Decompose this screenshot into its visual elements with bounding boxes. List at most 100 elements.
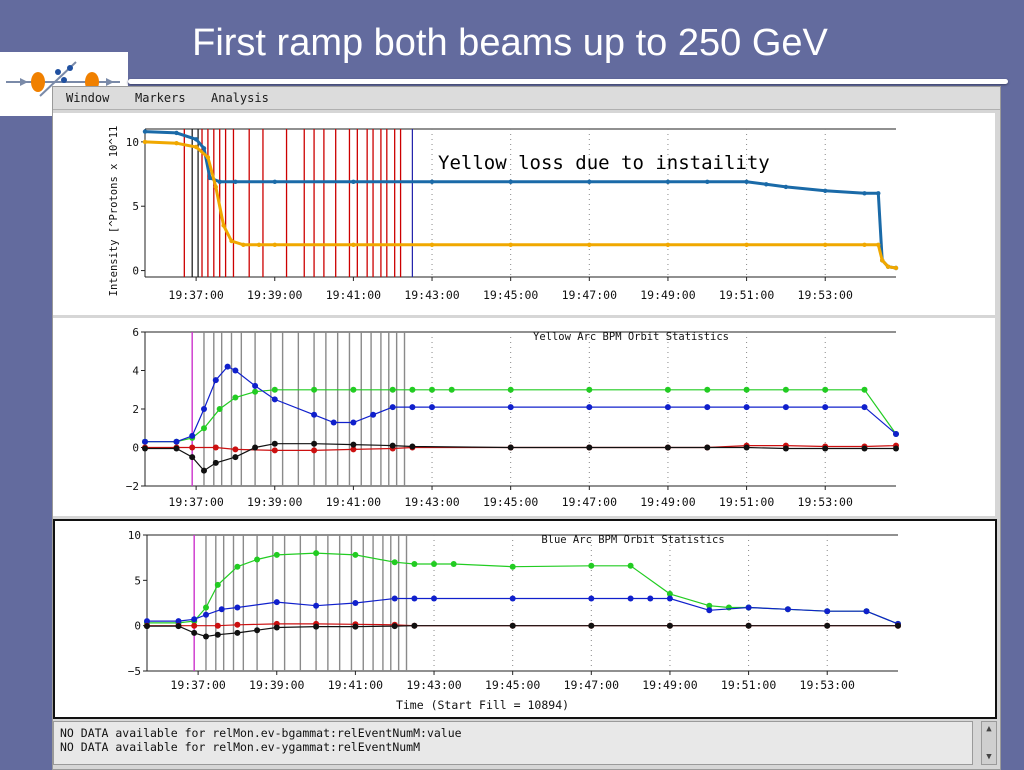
data-point (743, 404, 750, 411)
y-tick-label: 0 (134, 620, 141, 633)
data-point (203, 604, 209, 611)
data-point (350, 446, 357, 453)
menu-window[interactable]: Window (66, 91, 110, 105)
data-point (234, 621, 241, 628)
data-point (822, 386, 829, 393)
data-point (272, 242, 277, 247)
data-point (509, 595, 516, 602)
data-point (313, 623, 320, 630)
data-point (389, 386, 396, 393)
data-point (409, 404, 416, 411)
data-point (876, 242, 881, 247)
x-tick-label: 19:51:00 (719, 495, 774, 509)
data-point (588, 595, 595, 602)
data-point (627, 562, 634, 569)
data-point (664, 386, 671, 393)
data-point (352, 623, 359, 630)
app-window: Window Markers Analysis 0 5 10 19:37:00 19:3… (52, 86, 1001, 770)
menu-analysis[interactable]: Analysis (211, 91, 269, 105)
slide-title: First ramp both beams up to 250 GeV (192, 22, 828, 64)
data-point (861, 404, 868, 411)
data-point (203, 611, 209, 618)
scroll-down-icon[interactable]: ▼ (986, 752, 992, 762)
data-point (144, 618, 150, 625)
data-point (391, 559, 398, 566)
data-point (586, 404, 593, 411)
data-point (666, 590, 673, 597)
x-tick-label: 19:49:00 (640, 495, 695, 509)
series-line-0 (145, 389, 897, 443)
data-point (588, 622, 595, 629)
data-point (822, 445, 829, 452)
data-point (214, 631, 221, 638)
x-tick-label: 19:49:00 (642, 678, 697, 692)
status-scrollbar[interactable]: ▲ ▼ (981, 721, 997, 765)
data-point (273, 551, 280, 558)
data-point (704, 386, 711, 393)
data-point (782, 404, 789, 411)
data-point (234, 563, 241, 570)
data-point (234, 604, 241, 611)
data-point (241, 242, 246, 247)
y-tick-label: 6 (132, 326, 139, 339)
x-tick-label: 19:41:00 (326, 495, 381, 509)
data-point (252, 444, 259, 451)
data-point (175, 623, 182, 630)
data-point (431, 561, 437, 567)
y-tick-label: 5 (132, 200, 139, 213)
data-point (782, 445, 789, 452)
data-point (273, 624, 280, 631)
data-point (391, 623, 398, 630)
data-point (824, 622, 831, 629)
chart-svg-2: 10 5 0 −5 19:37:00 19:39:00 19:41:00 19:43:00 19… (128, 529, 901, 712)
x-tick-label: 19:47:00 (562, 288, 617, 302)
data-point (448, 386, 455, 393)
data-point (895, 622, 901, 629)
data-point (212, 444, 219, 451)
data-point (350, 441, 357, 448)
data-point (217, 179, 222, 184)
y-tick-label: 10 (128, 529, 141, 542)
x-tick-label: 19:41:00 (326, 288, 381, 302)
data-point (232, 367, 239, 374)
data-point (389, 442, 396, 449)
y-tick-label: 10 (126, 136, 139, 149)
data-point (411, 561, 418, 567)
data-point (507, 404, 514, 411)
x-tick-label: 19:37:00 (170, 678, 225, 692)
data-point (191, 629, 198, 636)
data-point (254, 627, 261, 634)
data-point (173, 438, 180, 445)
data-point (370, 411, 377, 418)
data-point (704, 444, 711, 451)
data-point (212, 377, 219, 384)
data-point (311, 440, 318, 447)
y-tick-label: 0 (132, 442, 139, 455)
menu-markers[interactable]: Markers (135, 91, 186, 105)
data-point (201, 467, 207, 474)
data-point (745, 604, 752, 611)
x-tick-label: 19:43:00 (404, 495, 459, 509)
data-point (863, 608, 870, 615)
data-point (861, 386, 868, 393)
data-point (666, 622, 673, 629)
data-point (450, 561, 457, 567)
y-tick-label: −5 (128, 665, 141, 678)
data-point (704, 404, 711, 411)
data-point (313, 602, 320, 609)
x-tick-label: 19:45:00 (483, 288, 538, 302)
data-point (203, 633, 209, 640)
x-tick-label: 19:43:00 (404, 288, 459, 302)
series-line-1 (145, 365, 897, 443)
scroll-up-icon[interactable]: ▲ (986, 724, 992, 734)
data-point (647, 595, 654, 602)
status-line-1: NO DATA available for relMon.ev-bgammat:… (60, 726, 462, 740)
data-point (880, 258, 885, 263)
data-point (212, 459, 219, 466)
data-point (189, 454, 196, 461)
data-point (224, 363, 231, 370)
data-point (218, 606, 225, 613)
data-point (665, 242, 671, 247)
data-point (214, 622, 221, 629)
data-point (588, 562, 595, 569)
